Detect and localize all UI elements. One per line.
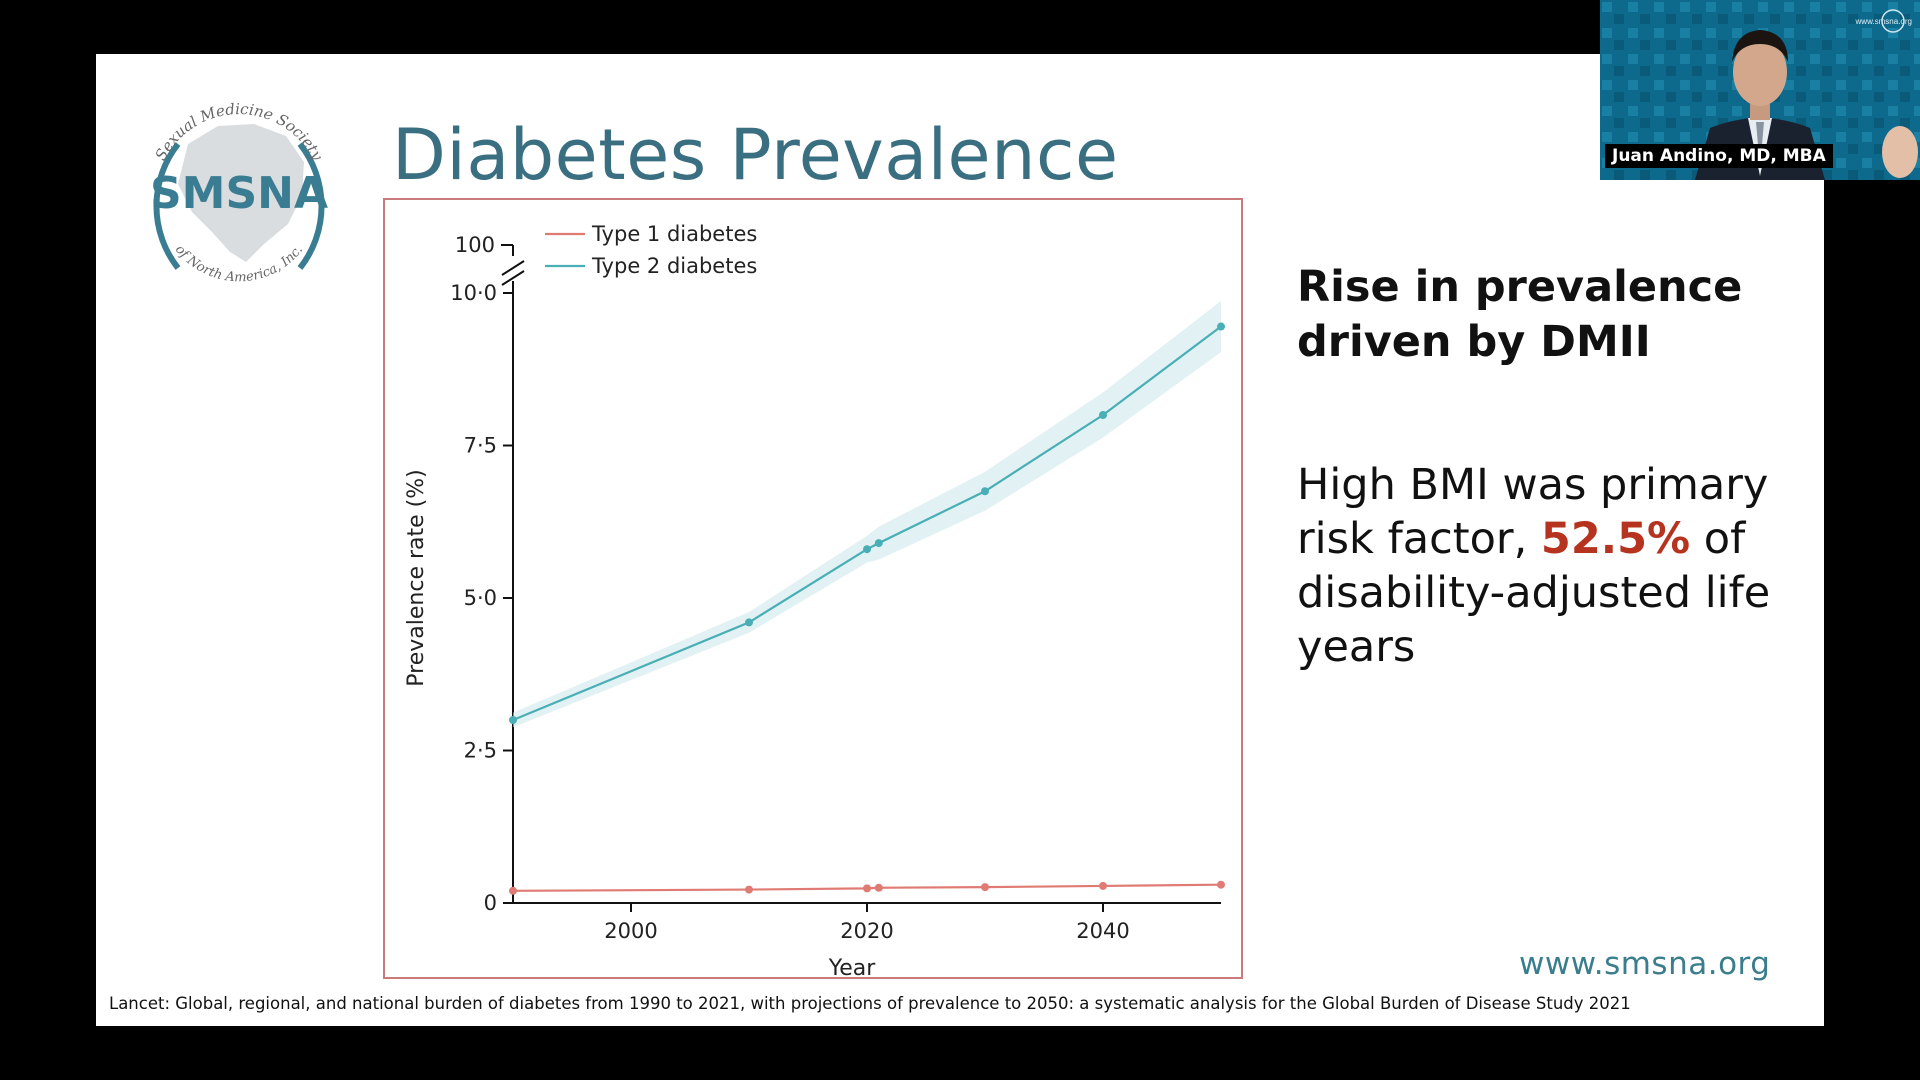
key-point-body: High BMI was primary risk factor, 52.5% … bbox=[1297, 458, 1817, 674]
type-2-diabetes-point bbox=[1217, 322, 1225, 331]
speaker-name-label: Juan Andino, MD, MBA bbox=[1605, 144, 1833, 168]
key-point-text-end: of disability-adjusted life years bbox=[1297, 514, 1771, 672]
y-tick-label: 5·0 bbox=[464, 586, 497, 610]
logo-name: SMSNA bbox=[150, 168, 328, 219]
y-axis-break-mark bbox=[501, 270, 525, 286]
key-point-heading: Rise in prevalence driven by DMII bbox=[1297, 262, 1743, 367]
video-site-url: www.smsna.org bbox=[1855, 17, 1912, 26]
citation: Lancet: Global, regional, and national b… bbox=[109, 994, 1631, 1013]
smsna-logo: Sexual Medicine Society SMSNA of North A… bbox=[150, 100, 328, 285]
slide-title: Diabetes Prevalence bbox=[392, 114, 1119, 196]
y-tick-label: 2·5 bbox=[464, 739, 497, 763]
type-1-diabetes-point bbox=[863, 884, 871, 893]
logo-ring-left bbox=[153, 142, 181, 270]
prevalence-chart: 100 0 2·5 5·0 7·5 10·0 2000 2020 2040 Year Prevale… bbox=[404, 222, 1225, 977]
x-axis-label: Year bbox=[828, 956, 877, 977]
type-2-diabetes-point bbox=[863, 545, 871, 554]
type-1-diabetes-point bbox=[874, 883, 883, 892]
type-2-diabetes-point bbox=[509, 716, 517, 724]
north-america-map-icon bbox=[178, 124, 304, 262]
logo-ring-right bbox=[297, 142, 325, 270]
type-1-diabetes-point bbox=[981, 883, 989, 892]
key-point-text: High BMI was primary risk factor, bbox=[1297, 460, 1769, 564]
chart-frame: 100 0 2·5 5·0 7·5 10·0 2000 2020 2040 Year Prevale… bbox=[383, 198, 1243, 979]
x-tick-label: 2000 bbox=[604, 919, 657, 943]
type-1-diabetes-point bbox=[745, 885, 753, 894]
speaker-face bbox=[1733, 38, 1787, 106]
y-tick-label-100: 100 bbox=[455, 233, 495, 257]
x-tick-label: 2040 bbox=[1076, 919, 1129, 943]
y-axis-label: Prevalence rate (%) bbox=[404, 469, 429, 686]
video-logo-icon bbox=[1881, 9, 1905, 33]
type-2-diabetes-point bbox=[981, 487, 989, 496]
speaker-hair bbox=[1732, 30, 1788, 62]
y-axis-break-mark bbox=[501, 260, 525, 276]
y-tick-label: 0 bbox=[484, 891, 497, 915]
type-2-diabetes-point bbox=[745, 618, 753, 627]
x-tick-label: 2020 bbox=[840, 919, 893, 943]
type-1-diabetes-point bbox=[1099, 881, 1107, 890]
y-tick-label: 10·0 bbox=[450, 281, 497, 305]
type-1-diabetes-point bbox=[509, 886, 517, 895]
key-point-highlight: 52.5% bbox=[1540, 514, 1691, 564]
y-tick-label: 7·5 bbox=[464, 434, 497, 458]
type-2-diabetes-point bbox=[1099, 411, 1107, 419]
type2-uncertainty-band bbox=[513, 300, 1221, 728]
type-2-diabetes-legend-label: Type 2 diabetes bbox=[591, 254, 757, 278]
type-2-diabetes-point bbox=[874, 539, 883, 548]
website-url: www.smsna.org bbox=[1519, 946, 1771, 982]
type-1-diabetes-point bbox=[1217, 880, 1225, 889]
type-1-diabetes-legend-label: Type 1 diabetes bbox=[591, 222, 757, 246]
speaker-hand bbox=[1882, 126, 1918, 178]
slide: Sexual Medicine Society SMSNA of North A… bbox=[96, 54, 1824, 1026]
speaker-video[interactable]: www.smsna.org Juan Andino, MD, MBA bbox=[1600, 0, 1920, 180]
